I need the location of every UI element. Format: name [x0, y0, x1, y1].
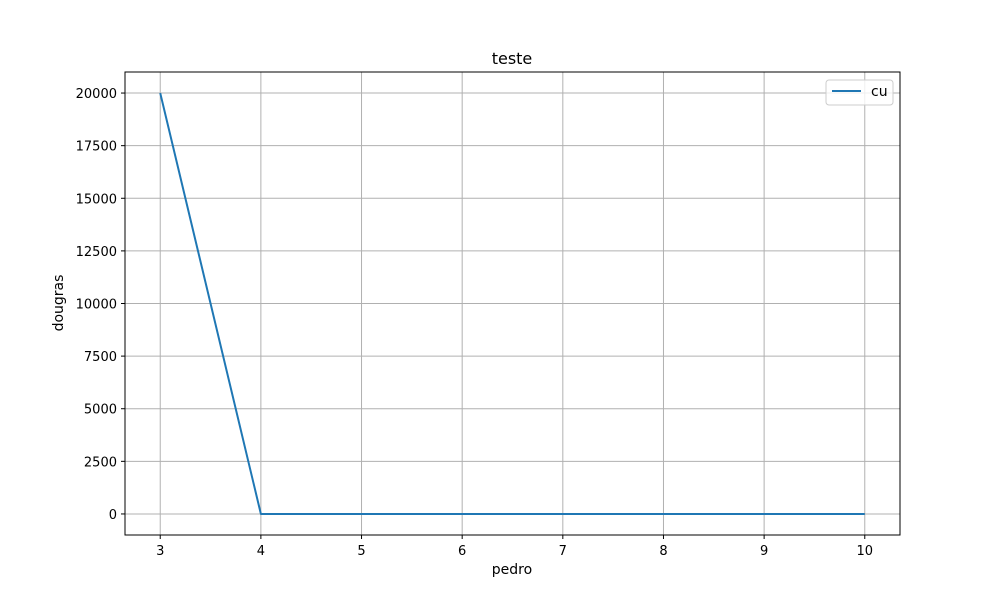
x-tick-label: 3	[156, 544, 164, 559]
grid	[125, 72, 900, 535]
x-tick-label: 8	[659, 544, 667, 559]
x-tick-label: 7	[559, 544, 567, 559]
y-axis-ticks: 0 2500 5000 7500 10000 12500 15000 17500 20000	[76, 87, 125, 523]
series-line-cu	[159, 92, 865, 515]
y-tick-label: 7500	[84, 350, 117, 365]
y-axis-label: dougras	[51, 275, 67, 332]
x-tick-label: 5	[357, 544, 365, 559]
y-tick-label: 2500	[84, 455, 117, 470]
y-tick-label: 15000	[76, 192, 117, 207]
x-axis-label: pedro	[492, 562, 532, 578]
legend: cu	[825, 79, 894, 106]
legend-box	[825, 79, 894, 106]
x-tick-label: 4	[257, 544, 265, 559]
legend-label: cu	[871, 84, 888, 100]
x-axis-ticks: 3 4 5 6 7 8 9 10	[156, 535, 873, 559]
series-layer	[159, 92, 865, 515]
x-tick-label: 9	[760, 544, 768, 559]
y-tick-label: 5000	[84, 403, 117, 418]
chart-title: teste	[492, 49, 533, 68]
y-tick-label: 17500	[76, 140, 117, 155]
x-tick-label: 6	[458, 544, 466, 559]
y-tick-label: 12500	[76, 245, 117, 260]
y-tick-label: 20000	[76, 87, 117, 102]
y-tick-label: 10000	[76, 298, 117, 313]
x-tick-label: 10	[856, 544, 873, 559]
y-tick-label: 0	[109, 508, 117, 523]
